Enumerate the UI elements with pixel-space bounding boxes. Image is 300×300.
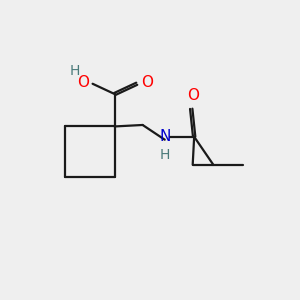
Text: O: O (187, 88, 199, 104)
Text: H: H (160, 148, 170, 162)
Text: O: O (77, 75, 89, 90)
Text: O: O (141, 75, 153, 90)
Text: H: H (69, 64, 80, 78)
Text: N: N (159, 129, 170, 144)
